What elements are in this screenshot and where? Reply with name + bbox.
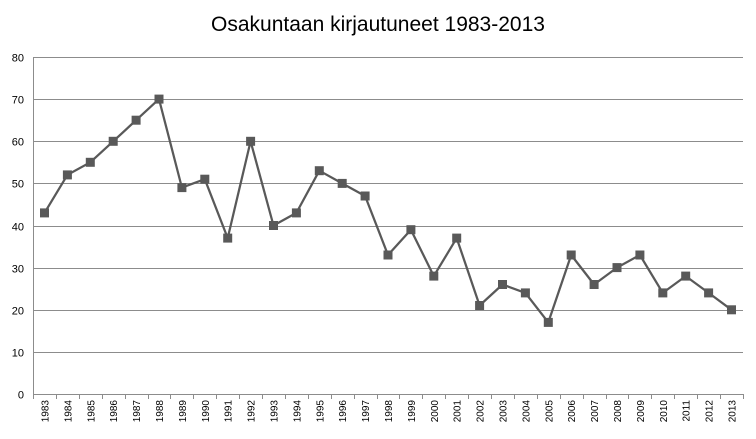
x-tick-label: 2001 <box>453 400 464 423</box>
y-tick-label: 10 <box>12 348 24 360</box>
chart-title: Osakuntaan kirjautuneet 1983-2013 <box>211 13 545 36</box>
x-tick-label: 1986 <box>109 400 120 423</box>
x-tick-label: 1991 <box>224 400 235 423</box>
data-point-1983 <box>40 208 49 218</box>
data-point-2009 <box>635 250 645 260</box>
data-point-2003 <box>498 280 507 289</box>
data-point-2000 <box>429 271 439 281</box>
x-tick-label: 2004 <box>521 400 532 423</box>
x-tick-label: 2011 <box>682 400 693 422</box>
data-point-1986 <box>108 136 118 146</box>
x-tick-label: 1983 <box>40 400 51 423</box>
y-tick-label: 60 <box>12 137 24 149</box>
data-point-2005 <box>543 317 553 327</box>
data-point-2007 <box>589 280 599 289</box>
axes <box>33 57 744 399</box>
x-tick-label: 1998 <box>384 400 395 423</box>
x-tick-label: 1989 <box>178 400 189 423</box>
x-tick-label: 1984 <box>63 400 74 423</box>
x-tick-label: 1993 <box>269 400 280 423</box>
data-point-2008 <box>612 263 622 273</box>
x-tick-label: 1985 <box>86 400 97 423</box>
x-tick-label: 2007 <box>590 400 601 423</box>
y-tick-label: 50 <box>12 179 24 191</box>
y-tick-label: 70 <box>12 95 24 107</box>
y-tick-labels: 0 10 20 30 40 50 60 70 80 <box>12 53 24 402</box>
series-markers <box>40 94 736 327</box>
data-point-1992 <box>246 136 256 146</box>
data-point-2010 <box>658 288 668 298</box>
data-point-1993 <box>269 221 278 230</box>
data-point-1984 <box>62 170 72 180</box>
data-point-1998 <box>383 250 393 260</box>
x-tick-label: 2000 <box>430 400 441 423</box>
data-point-2006 <box>566 250 576 260</box>
data-point-1990 <box>200 174 210 184</box>
data-point-2004 <box>520 288 530 298</box>
data-point-1987 <box>131 115 141 125</box>
x-tick-label: 1992 <box>247 400 258 423</box>
y-tick-label: 40 <box>12 222 24 234</box>
x-tick-labels: 1983 1984 1985 1986 1987 1988 1989 1990 1991 1992… <box>40 400 738 423</box>
x-tick-label: 1996 <box>338 400 349 423</box>
x-tick-label: 1999 <box>407 400 418 423</box>
x-tick-label: 2005 <box>544 400 555 423</box>
y-tick-label: 0 <box>18 390 24 402</box>
x-tick-label: 2002 <box>476 400 487 423</box>
gridlines <box>33 57 743 353</box>
data-point-1997 <box>360 191 370 201</box>
x-tick-label: 1995 <box>315 400 326 423</box>
series-line <box>43 97 733 324</box>
y-tick-label: 80 <box>12 53 24 65</box>
x-tick-label: 2010 <box>659 400 670 423</box>
x-tick-label: 2003 <box>499 400 510 423</box>
data-point-1999 <box>406 225 416 235</box>
x-tick-label: 2013 <box>728 400 739 423</box>
data-point-2012 <box>704 288 714 298</box>
data-point-1994 <box>291 208 301 218</box>
data-point-1985 <box>85 157 95 167</box>
x-tick-label: 1988 <box>155 400 166 423</box>
data-point-1989 <box>177 183 187 193</box>
y-tick-label: 20 <box>12 306 24 318</box>
y-tick-label: 30 <box>12 264 24 276</box>
x-tick-label: 2012 <box>705 400 716 423</box>
x-tick-label: 1987 <box>132 400 143 423</box>
data-point-1995 <box>314 166 324 176</box>
x-tick-label: 2006 <box>567 400 578 423</box>
x-tick-label: 1990 <box>201 400 212 423</box>
data-point-2001 <box>452 233 462 243</box>
x-tick-label: 2009 <box>636 400 647 423</box>
x-tick-label: 2008 <box>613 400 624 423</box>
data-point-2002 <box>475 301 485 310</box>
data-point-2011 <box>681 271 691 281</box>
x-tick-label: 1997 <box>361 400 372 423</box>
x-tick-label: 1994 <box>292 400 303 423</box>
data-point-1996 <box>337 178 347 188</box>
series-line <box>43 97 733 324</box>
data-point-1988 <box>154 94 164 104</box>
data-point-2013 <box>727 305 736 315</box>
data-point-1991 <box>223 233 233 243</box>
